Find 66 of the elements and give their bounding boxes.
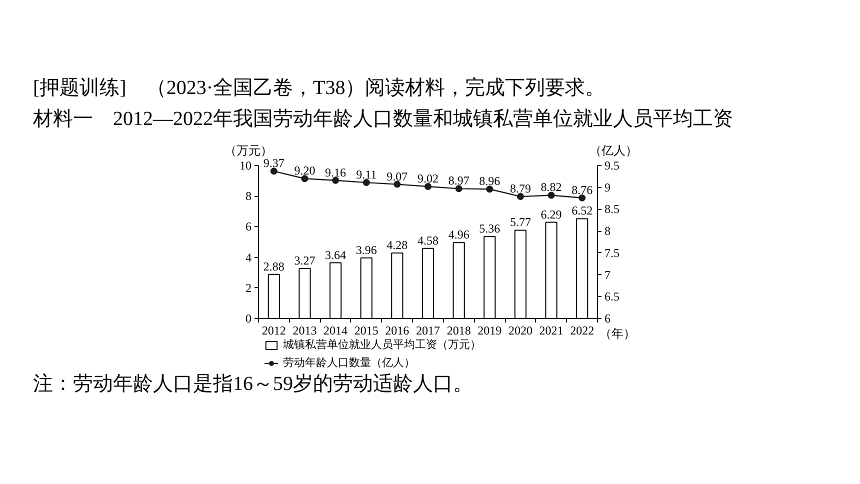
data-label: 3.96	[356, 242, 377, 257]
legend-label: 劳动年龄人口数量（亿人）	[283, 356, 415, 370]
point	[578, 194, 586, 202]
point	[424, 182, 432, 190]
data-label: 5.77	[510, 215, 531, 230]
x-tick-label: 2021	[539, 324, 564, 338]
text: 注：劳动年龄人口是指16～59岁的劳动适龄人口。	[32, 372, 473, 396]
data-label: 9.16	[325, 165, 346, 180]
point	[516, 193, 524, 200]
chart-subtitle: 材料一 2012—2022年我国劳动年龄人口数量和城镇私营单位就业人员平均工资	[33, 108, 733, 130]
x-tick-label: 2020	[508, 324, 532, 338]
x-tick-label: 2017	[416, 324, 440, 338]
data-label: 3.64	[325, 248, 346, 262]
data-label: 9.37	[263, 156, 284, 170]
y-tick-label: 0	[246, 312, 252, 326]
legend-label: 城镇私营单位就业人员平均工资（万元）	[283, 338, 481, 352]
data-label: 6.29	[540, 207, 562, 222]
data-label: 8.97	[448, 174, 470, 188]
data-label: 4.58	[418, 233, 438, 248]
data-label: 2.88	[263, 259, 284, 274]
point	[486, 186, 494, 193]
y2-tick-label: 9	[604, 180, 610, 194]
data-label: 9.11	[356, 168, 377, 182]
x-tick-label: 2015	[354, 324, 378, 338]
y2-tick-label: 8	[604, 224, 610, 238]
x-tick-label: 2014	[324, 324, 348, 338]
y-axis-title: （万元）	[224, 144, 272, 158]
y-tick-label: 2	[246, 280, 252, 295]
data-label: 9.07	[386, 169, 408, 184]
y-tick-label: 6	[246, 220, 252, 234]
data-label: 4.96	[448, 228, 470, 242]
point	[301, 175, 308, 182]
x-tick-label: 2019	[478, 324, 502, 338]
data-label: 8.82	[540, 180, 562, 194]
data-label: 9.20	[294, 164, 316, 178]
y-tick-label: 8	[246, 189, 252, 204]
y2-tick-label: 8.5	[604, 202, 620, 216]
x-tick-label: 2018	[446, 324, 471, 338]
data-label: 8.96	[479, 174, 500, 188]
data-label: 4.28	[386, 238, 408, 252]
data-label: 9.02	[418, 171, 438, 186]
data-label: 6.52	[572, 204, 593, 218]
point	[362, 179, 370, 186]
x-tick-label: 2016	[385, 324, 410, 338]
data-label: 8.79	[510, 182, 531, 196]
point	[394, 180, 401, 188]
x-tick-label: 2022	[570, 324, 594, 338]
x-axis-title: （年）	[600, 326, 636, 340]
y2-tick-label: 9.5	[604, 158, 620, 172]
chart-title: [押题训练] （2023·全国乙卷，T38）阅读材料，完成下列要求。	[33, 77, 606, 99]
y2-axis-title: （亿人）	[590, 144, 638, 158]
x-tick-label: 2013	[292, 324, 317, 338]
data-label: 3.27	[294, 253, 316, 268]
y2-tick-label: 7	[604, 268, 610, 282]
point	[332, 176, 340, 184]
point	[455, 185, 462, 192]
x-tick-label: 2012	[262, 324, 286, 338]
y-tick-label: 10	[240, 158, 252, 172]
y2-tick-label: 7.5	[604, 246, 620, 260]
y2-tick-label: 6.5	[604, 290, 620, 304]
data-label: 8.76	[572, 182, 593, 197]
point	[548, 192, 555, 199]
y2-tick-label: 6	[604, 312, 610, 326]
data-label: 5.36	[479, 221, 500, 236]
y-tick-label: 4	[246, 250, 252, 264]
point	[270, 168, 278, 175]
